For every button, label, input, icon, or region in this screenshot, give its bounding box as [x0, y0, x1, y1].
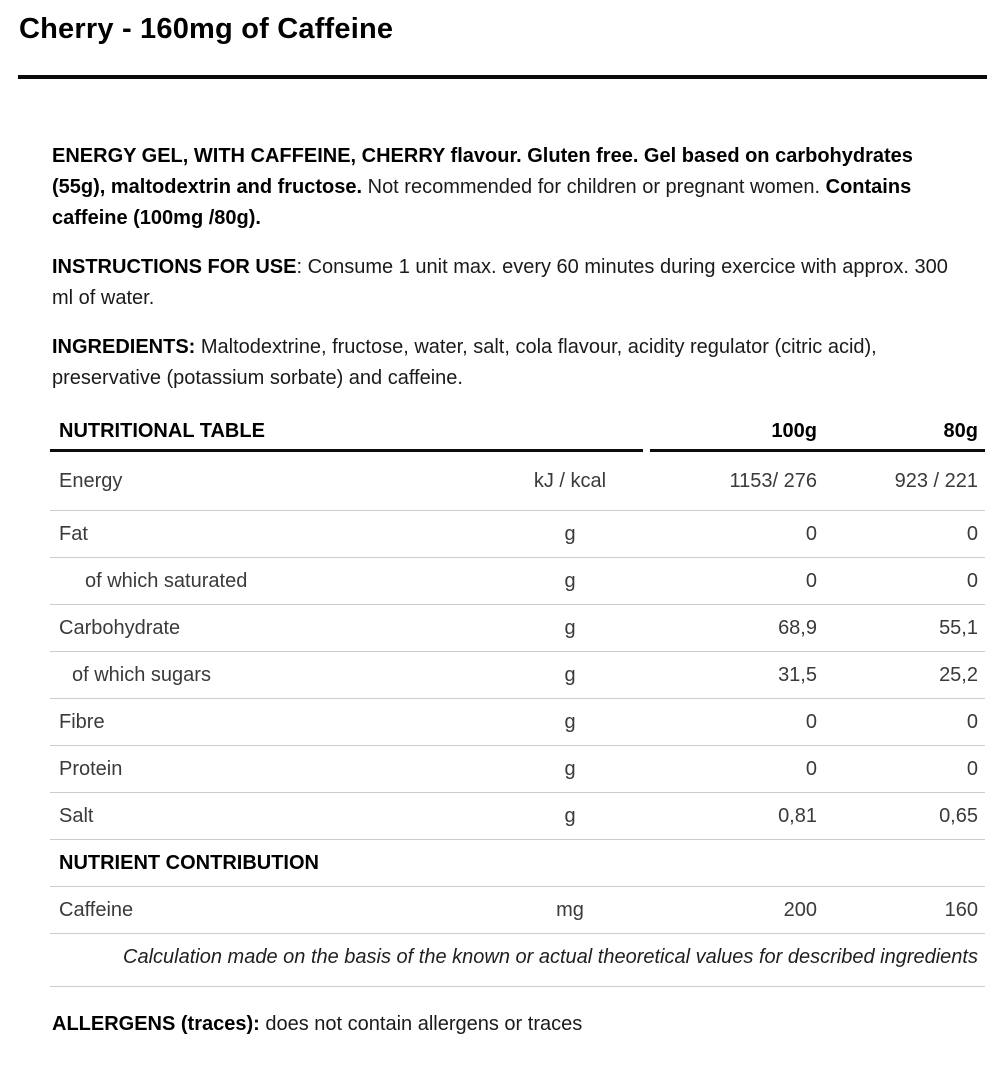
- row-unit: g: [564, 522, 576, 545]
- table-row: Protein g 0 0: [50, 746, 985, 793]
- table-row: Salt g 0,81 0,65: [50, 793, 985, 840]
- row-label: Fat: [59, 522, 88, 545]
- row-unit: mg: [556, 898, 584, 921]
- row-value-100g: 0: [805, 522, 817, 545]
- description-bold-lead: ENERGY GEL, WITH CAFFEINE, CHERRY flavou…: [52, 145, 913, 198]
- allergens-text: does not contain allergens or traces: [259, 1013, 583, 1035]
- row-value-100g: 0: [805, 569, 817, 592]
- row-value-100g: 0: [805, 710, 817, 733]
- row-value-80g: 923 / 221: [894, 469, 978, 492]
- table-row: Carbohydrate g 68,9 55,1: [50, 605, 985, 652]
- label-content: ENERGY GEL, WITH CAFFEINE, CHERRY flavou…: [0, 141, 990, 394]
- contribution-body: Caffeine mg 200 160: [50, 887, 985, 934]
- allergens-paragraph: ALLERGENS (traces): does not contain all…: [52, 1009, 965, 1040]
- row-value-100g: 200: [783, 898, 817, 921]
- row-unit: g: [564, 663, 576, 686]
- row-label: of which saturated: [85, 569, 248, 592]
- row-value-80g: 0: [966, 710, 978, 733]
- row-value-80g: 25,2: [939, 663, 978, 686]
- row-value-100g: 1153/ 276: [729, 469, 818, 492]
- nutritional-table: NUTRITIONAL TABLE 100g 80g Energy kJ / k…: [50, 410, 985, 987]
- description-bold-caffeine: Contains caffeine (100mg /80g).: [52, 176, 912, 229]
- row-unit: g: [564, 757, 576, 780]
- row-label: Energy: [59, 469, 123, 492]
- row-unit: g: [564, 569, 576, 592]
- table-header-row: NUTRITIONAL TABLE 100g 80g: [50, 410, 985, 452]
- row-value-100g: 0: [805, 757, 817, 780]
- instructions-label: INSTRUCTIONS FOR USE: [52, 256, 297, 278]
- ingredients-paragraph: INGREDIENTS: Maltodextrine, fructose, wa…: [52, 332, 965, 394]
- table-title: NUTRITIONAL TABLE: [59, 419, 265, 442]
- instructions-paragraph: INSTRUCTIONS FOR USE: Consume 1 unit max…: [52, 252, 965, 314]
- row-label: of which sugars: [72, 663, 211, 686]
- row-value-100g: 0,81: [778, 804, 817, 827]
- row-unit: g: [564, 710, 576, 733]
- column-header-80g: 80g: [943, 419, 978, 442]
- row-value-80g: 0,65: [939, 804, 978, 827]
- row-value-80g: 55,1: [939, 616, 978, 639]
- instructions-text: : Consume 1 unit max. every 60 minutes d…: [52, 256, 948, 309]
- table-row: Caffeine mg 200 160: [50, 887, 985, 934]
- table-row: of which sugars g 31,5 25,2: [50, 652, 985, 699]
- row-label: Caffeine: [59, 898, 134, 921]
- row-label: Salt: [59, 804, 94, 827]
- description-paragraph: ENERGY GEL, WITH CAFFEINE, CHERRY flavou…: [52, 141, 965, 234]
- table-row: Fibre g 0 0: [50, 699, 985, 746]
- ingredients-text: Maltodextrine, fructose, water, salt, co…: [52, 336, 877, 389]
- header-underline-left: [50, 449, 643, 452]
- row-value-100g: 68,9: [778, 616, 817, 639]
- description-regular: Not recommended for children or pregnant…: [362, 176, 826, 198]
- row-value-80g: 0: [966, 522, 978, 545]
- title-divider: [18, 75, 987, 79]
- row-unit: kJ / kcal: [533, 469, 607, 492]
- row-label: Fibre: [59, 710, 105, 733]
- row-value-100g: 31,5: [778, 663, 817, 686]
- product-label-page: Cherry - 160mg of Caffeine ENERGY GEL, W…: [0, 12, 990, 1080]
- column-header-100g: 100g: [771, 419, 817, 442]
- ingredients-label: INGREDIENTS:: [52, 336, 196, 358]
- calculation-note: Calculation made on the basis of the kno…: [123, 946, 978, 968]
- header-underline-right: [650, 449, 985, 452]
- row-value-80g: 160: [944, 898, 978, 921]
- calculation-note-row: Calculation made on the basis of the kno…: [50, 934, 985, 987]
- table-row: Energy kJ / kcal 1153/ 276 923 / 221: [50, 452, 985, 511]
- allergens-label: ALLERGENS (traces):: [52, 1013, 260, 1035]
- row-unit: g: [564, 616, 576, 639]
- table-row: Fat g 0 0: [50, 511, 985, 558]
- row-value-80g: 0: [966, 569, 978, 592]
- row-unit: g: [564, 804, 576, 827]
- table-row: of which saturated g 0 0: [50, 558, 985, 605]
- table-body: Energy kJ / kcal 1153/ 276 923 / 221 Fat…: [50, 452, 985, 840]
- nutrient-contribution-heading: NUTRIENT CONTRIBUTION: [59, 851, 319, 874]
- row-label: Protein: [59, 757, 123, 780]
- section-heading-row: NUTRIENT CONTRIBUTION: [50, 840, 985, 887]
- page-title: Cherry - 160mg of Caffeine: [19, 13, 394, 45]
- row-value-80g: 0: [966, 757, 978, 780]
- row-label: Carbohydrate: [59, 616, 181, 639]
